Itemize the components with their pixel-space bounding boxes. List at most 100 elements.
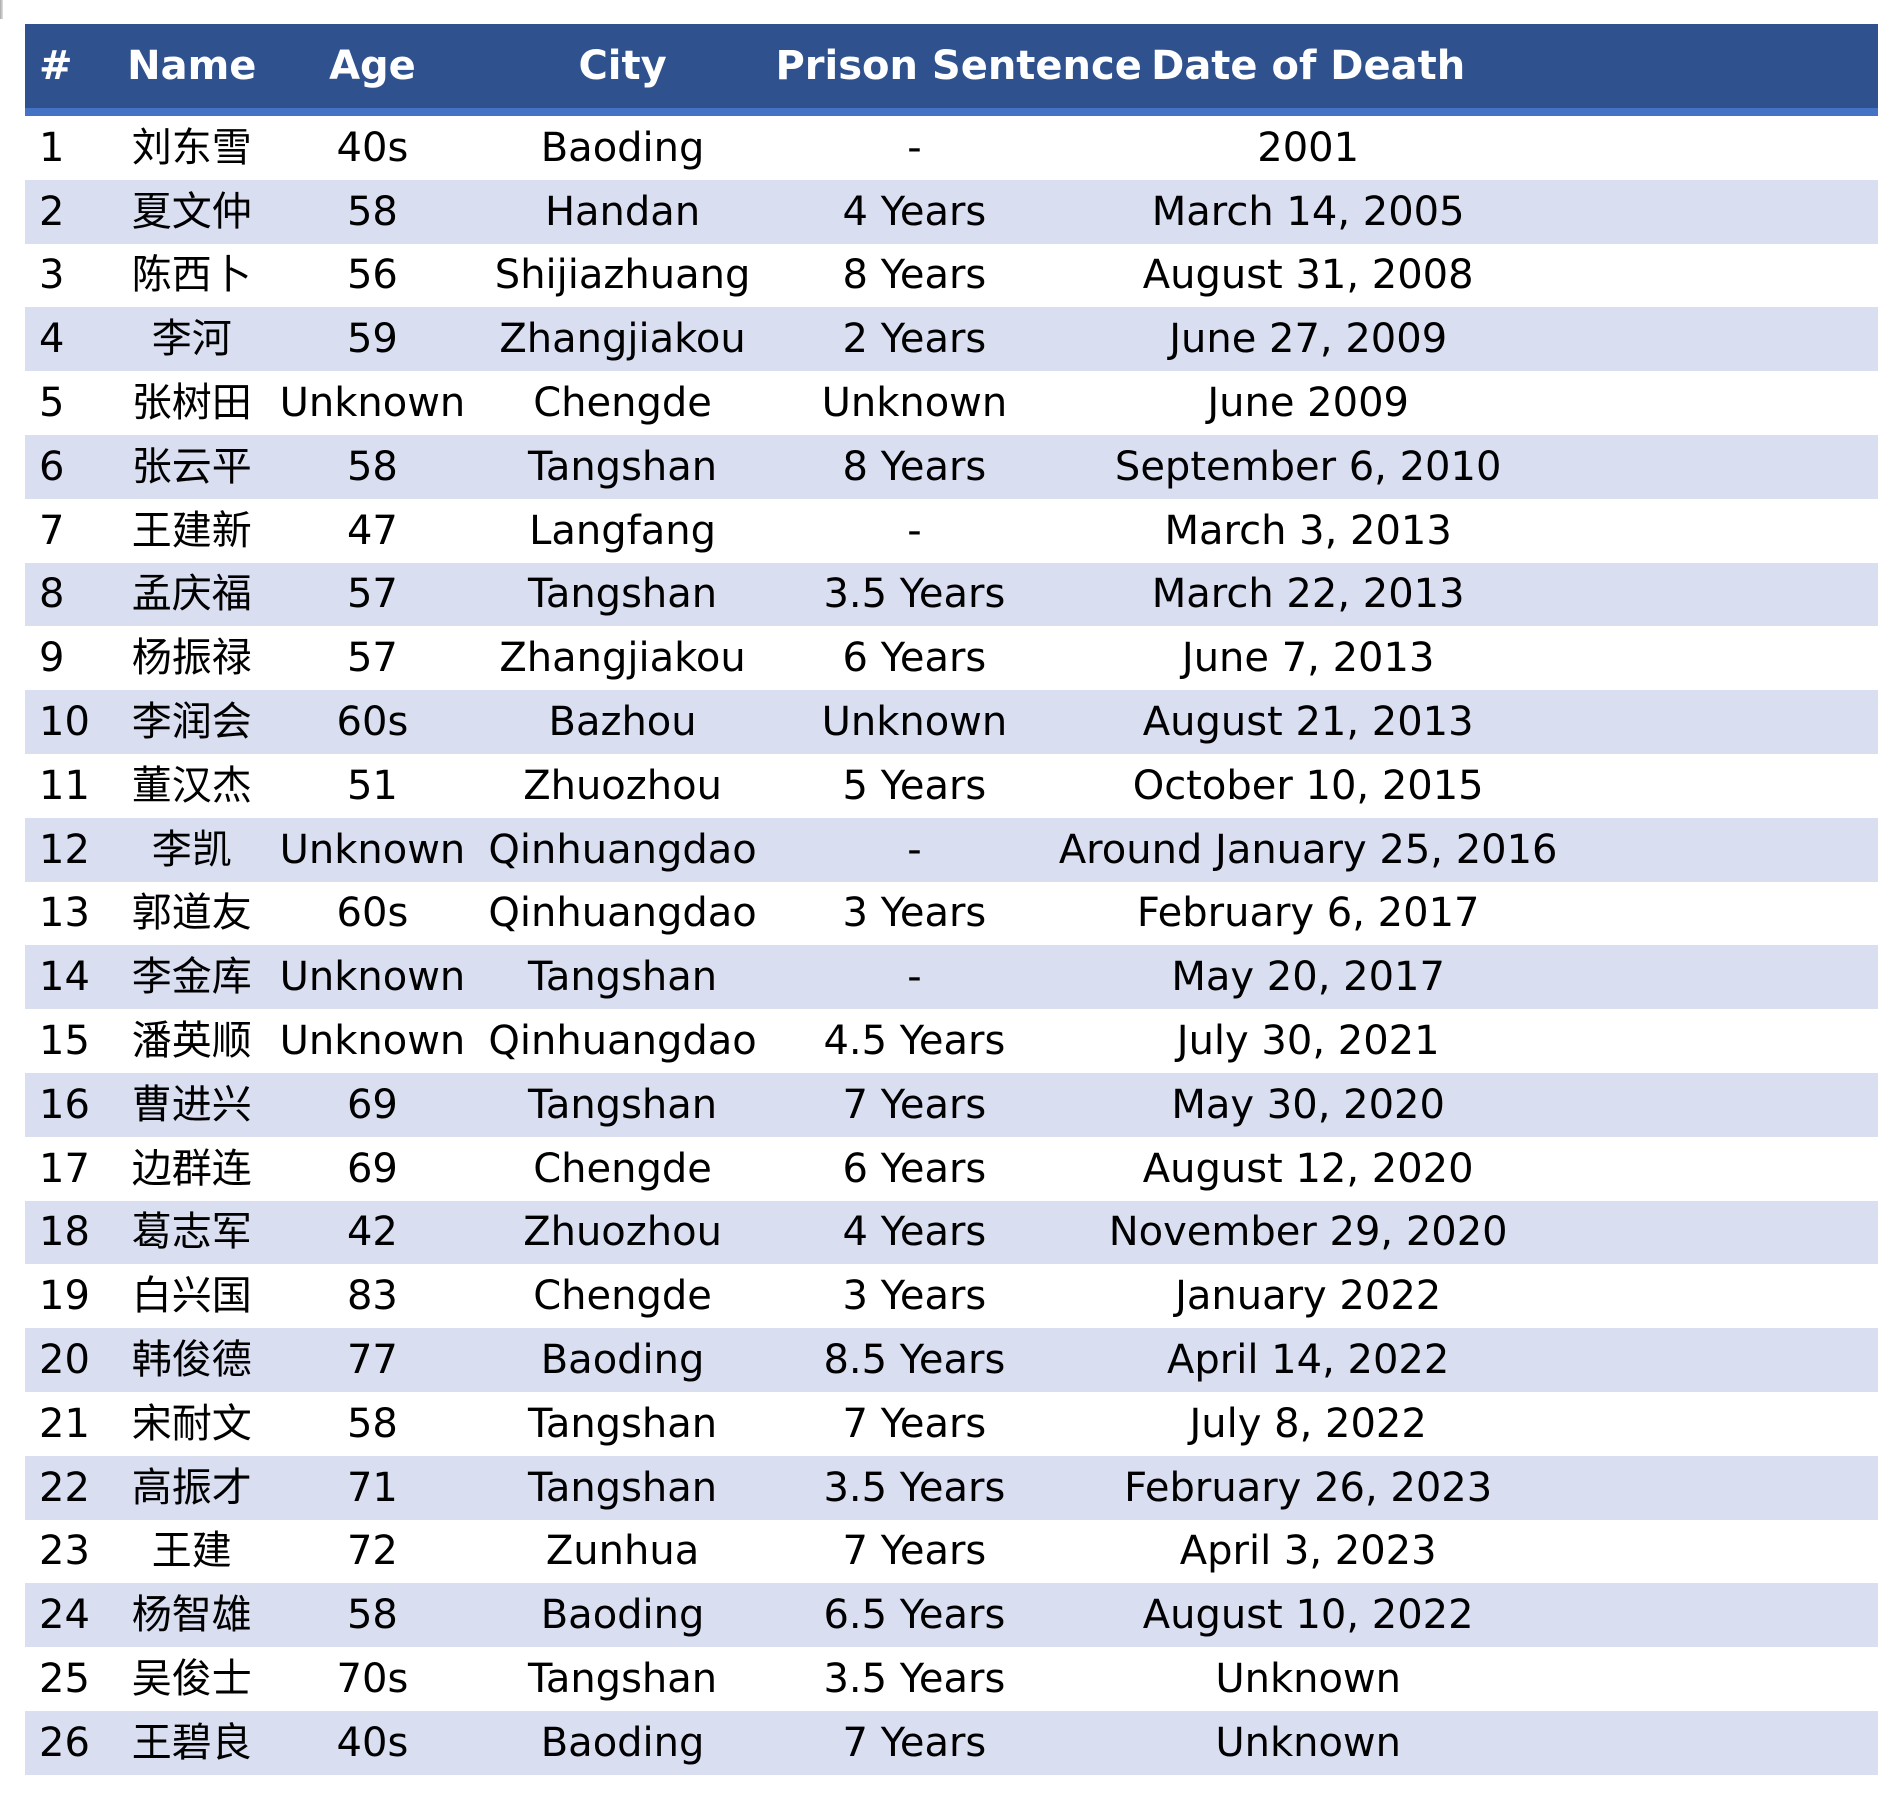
cell-name: 陈西卜 <box>131 252 252 299</box>
cell-age: 58 <box>346 188 398 235</box>
cell-num: 16 <box>39 1081 90 1128</box>
column-header-filler <box>1562 24 1878 116</box>
cell-name: 张云平 <box>131 443 252 490</box>
table-row: 12 李凯 Unknown Qinhuangdao - Around January 25… <box>25 817 1878 882</box>
cell-age: 58 <box>346 443 398 490</box>
cell-death: February 26, 2023 <box>1124 1464 1493 1511</box>
table-row: 20 韩俊德 77 Baoding 8.5 Years April 14, 2022 <box>25 1328 1878 1392</box>
cell-death: March 14, 2005 <box>1151 188 1465 235</box>
cell-sentence: 6.5 Years <box>823 1592 1006 1639</box>
table-row: 23 王建 72 Zunhua 7 Years April 3, 2023 <box>25 1520 1878 1584</box>
cell-name: 王碧良 <box>131 1719 252 1766</box>
cell-filler <box>1563 626 1878 690</box>
cell-name: 郭道友 <box>131 890 252 937</box>
screen-edge-artifact <box>0 0 3 19</box>
cell-sentence: 3.5 Years <box>823 1656 1006 1703</box>
cell-city: Baoding <box>540 124 705 171</box>
cell-death: July 30, 2021 <box>1176 1018 1440 1065</box>
cell-death: September 6, 2010 <box>1114 443 1502 490</box>
column-header-sentence: Prison Sentence <box>775 24 1142 116</box>
cell-age: 51 <box>346 762 398 809</box>
victims-table: # Name Age City Prison Sentence Date of Death… <box>25 24 1878 1775</box>
table-row: 10 李润会 60s Bazhou Unknown August 21, 2013 <box>25 690 1878 754</box>
cell-name: 夏文仲 <box>131 188 252 235</box>
cell-age: 72 <box>346 1528 398 1575</box>
cell-death: April 14, 2022 <box>1167 1337 1450 1384</box>
table-row: 2 夏文仲 58 Handan 4 Years March 14, 2005 <box>25 179 1878 244</box>
cell-num: 26 <box>39 1719 90 1766</box>
cell-name: 高振才 <box>131 1464 252 1511</box>
table-row: 24 杨智雄 58 Baoding 6.5 Years August 10, 2022 <box>25 1583 1878 1648</box>
cell-city: Chengde <box>533 1145 712 1192</box>
table-row: 22 高振才 71 Tangshan 3.5 Years February 26, 202… <box>25 1455 1878 1520</box>
cell-num: 10 <box>39 699 90 746</box>
cell-age: 69 <box>346 1145 398 1192</box>
cell-num: 19 <box>39 1273 90 1320</box>
cell-death: August 12, 2020 <box>1142 1145 1474 1192</box>
cell-age: 60s <box>336 890 409 937</box>
cell-age: 57 <box>346 571 398 618</box>
cell-num: 20 <box>39 1337 90 1384</box>
table-row: 5 张树田 Unknown Chengde Unknown June 2009 <box>25 371 1878 435</box>
table-row: 4 李河 59 Zhangjiakou 2 Years June 27, 2009 <box>25 307 1878 372</box>
cell-sentence: 3 Years <box>842 1273 987 1320</box>
cell-sentence: 7 Years <box>842 1528 987 1575</box>
cell-filler <box>1563 882 1878 946</box>
cell-filler <box>1563 945 1878 1009</box>
cell-death: March 22, 2013 <box>1151 571 1465 618</box>
cell-age: Unknown <box>279 380 466 427</box>
cell-sentence: 7 Years <box>842 1081 987 1128</box>
cell-filler <box>1563 1711 1878 1775</box>
cell-filler <box>1563 1264 1878 1328</box>
cell-name: 白兴国 <box>131 1273 252 1320</box>
cell-city: Langfang <box>529 507 716 554</box>
cell-name: 王建新 <box>131 507 252 554</box>
cell-num: 15 <box>39 1018 90 1065</box>
cell-filler <box>1563 563 1878 627</box>
column-header-age: Age <box>275 24 470 116</box>
cell-num: 2 <box>39 188 65 235</box>
cell-death: November 29, 2020 <box>1108 1209 1508 1256</box>
cell-city: Bazhou <box>548 699 697 746</box>
cell-num: 3 <box>39 252 65 299</box>
cell-city: Shijiazhuang <box>494 252 751 299</box>
cell-death: January 2022 <box>1175 1273 1442 1320</box>
cell-name: 刘东雪 <box>131 124 252 171</box>
cell-name: 宋耐文 <box>131 1400 252 1447</box>
table-row: 13 郭道友 60s Qinhuangdao 3 Years February 6, 20… <box>25 882 1878 946</box>
cell-filler <box>1563 754 1878 818</box>
table-row: 14 李金库 Unknown Tangshan - May 20, 2017 <box>25 945 1878 1010</box>
cell-num: 25 <box>39 1656 90 1703</box>
cell-name: 葛志军 <box>131 1209 252 1256</box>
table-row: 9 杨振禄 57 Zhangjiakou 6 Years June 7, 2013 <box>25 626 1878 690</box>
table-row: 25 吴俊士 70s Tangshan 3.5 Years Unknown <box>25 1647 1878 1711</box>
cell-city: Zhangjiakou <box>499 316 746 363</box>
cell-num: 11 <box>39 762 90 809</box>
cell-filler <box>1563 244 1878 308</box>
cell-age: 69 <box>346 1081 398 1128</box>
cell-death: May 20, 2017 <box>1171 954 1445 1001</box>
table-row: 21 宋耐文 58 Tangshan 7 Years July 8, 2022 <box>25 1392 1878 1456</box>
cell-age: 59 <box>346 316 398 363</box>
cell-city: Qinhuangdao <box>488 826 757 873</box>
cell-name: 杨智雄 <box>131 1592 252 1639</box>
cell-death: Unknown <box>1215 1719 1401 1766</box>
cell-num: 12 <box>39 826 90 873</box>
cell-name: 李凯 <box>151 826 232 873</box>
cell-filler <box>1563 1009 1878 1073</box>
cell-filler <box>1563 818 1878 882</box>
cell-death: March 3, 2013 <box>1164 507 1452 554</box>
cell-num: 23 <box>39 1528 90 1575</box>
table-row: 11 董汉杰 51 Zhuozhou 5 Years October 10, 2015 <box>25 754 1878 818</box>
cell-city: Baoding <box>540 1337 705 1384</box>
cell-death: May 30, 2020 <box>1171 1081 1445 1128</box>
header-row: # Name Age City Prison Sentence Date of Death <box>25 24 1878 116</box>
cell-death: 2001 <box>1257 124 1360 171</box>
cell-sentence: 7 Years <box>842 1400 987 1447</box>
cell-name: 董汉杰 <box>131 762 252 809</box>
cell-sentence: Unknown <box>821 380 1008 427</box>
cell-age: 40s <box>336 1719 409 1766</box>
cell-death: August 31, 2008 <box>1142 252 1474 299</box>
cell-name: 王建 <box>151 1528 232 1575</box>
cell-name: 孟庆福 <box>131 571 252 618</box>
